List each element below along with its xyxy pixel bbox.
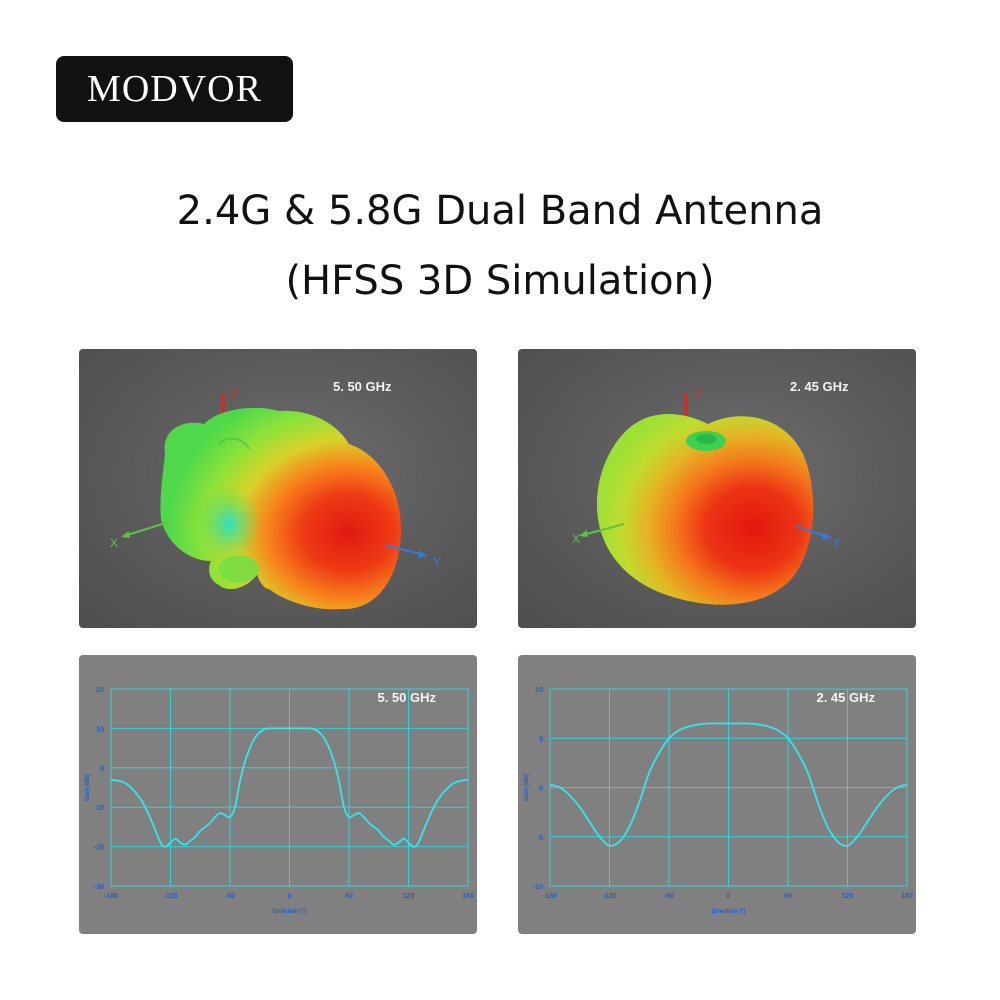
x-tick-label: -60: [664, 893, 674, 900]
x-tick-label: 60: [784, 893, 792, 900]
radiation-3d-render-2ghz: Z X Y: [572, 387, 841, 605]
brand-name: MODVOR: [87, 68, 262, 110]
chart-title: 2. 45 GHz: [816, 690, 875, 705]
x-tick-label: 60: [345, 893, 353, 900]
z-axis-label: Z: [231, 387, 238, 401]
chart-title: 5. 50 GHz: [377, 690, 436, 705]
x-axis-label: Direction (°): [711, 909, 745, 915]
gain-chart-2ghz: -180 -120 -60 0 60 120 180 -10 -5 0 5 10 Direction (…: [524, 687, 913, 915]
x-tick-label: 120: [403, 893, 415, 900]
y-tick-label: 10: [535, 687, 543, 694]
radiation-3d-panel-5ghz: Z X Y 5. 50 GHz: [79, 349, 477, 628]
y-tick-label: 0: [539, 786, 543, 793]
gain-chart-5ghz: -180 -120 -60 0 60 120 180 -30 -20 -10 0 10 20 Direct…: [85, 687, 474, 915]
x-axis: [123, 521, 170, 537]
y-axis-label: Gain (dB): [524, 774, 530, 801]
x-tick-label: 120: [842, 893, 854, 900]
y-tick-label: -5: [537, 835, 543, 842]
gain-series-line: [549, 722, 908, 847]
y-tick-label: -20: [94, 845, 104, 852]
x-axis-label: X: [572, 532, 580, 546]
freq-label: 5. 50 GHz: [333, 379, 392, 394]
y-axis: [384, 544, 425, 556]
gain-plot-panel-2ghz: -180 -120 -60 0 60 120 180 -10 -5 0 5 10 Direction (…: [518, 655, 916, 934]
y-tick-label: 5: [539, 736, 543, 743]
x-tick-label: -120: [163, 893, 177, 900]
x-tick-label: 0: [727, 893, 731, 900]
y-axis-label: Y: [433, 555, 441, 569]
y-tick-label: -10: [94, 805, 104, 812]
x-tick-label: 0: [288, 893, 292, 900]
x-tick-label: -180: [104, 893, 118, 900]
gain-series-line: [110, 727, 469, 848]
radiation-3d-panel-2ghz: Z X Y 2. 45 GHz: [518, 349, 916, 628]
null-region: [197, 486, 261, 562]
x-axis: [582, 523, 625, 536]
y-tick-label: -30: [94, 884, 104, 891]
y-axis-label: Y: [833, 536, 841, 550]
radiation-3d-render-5ghz: Z X Y: [110, 387, 441, 610]
x-tick-label: 180: [462, 893, 474, 900]
x-tick-label: 180: [901, 893, 913, 900]
lobe-shape: [596, 413, 814, 605]
y-axis-label: Gain (dB): [85, 774, 91, 801]
y-tick-label: -10: [533, 884, 543, 891]
page-subtitle: (HFSS 3D Simulation): [285, 258, 715, 304]
z-axis-label: Z: [695, 387, 702, 401]
lobe-shape: [160, 407, 401, 610]
freq-label: 2. 45 GHz: [790, 379, 849, 394]
y-tick-label: 20: [96, 687, 104, 694]
x-tick-label: -180: [543, 893, 557, 900]
gain-plot-panel-5ghz: -180 -120 -60 0 60 120 180 -30 -20 -10 0 10 20 Direct…: [79, 655, 477, 934]
x-axis-label: Direction (°): [272, 909, 306, 915]
x-tick-label: -60: [225, 893, 235, 900]
brand-logo: MODVOR: [56, 56, 293, 122]
y-tick-label: 0: [100, 766, 104, 773]
x-tick-label: -120: [602, 893, 616, 900]
y-tick-label: 10: [96, 726, 104, 733]
y-axis: [794, 525, 829, 538]
page-title: 2.4G & 5.8G Dual Band Antenna: [176, 188, 824, 234]
x-axis-label: X: [110, 536, 118, 550]
